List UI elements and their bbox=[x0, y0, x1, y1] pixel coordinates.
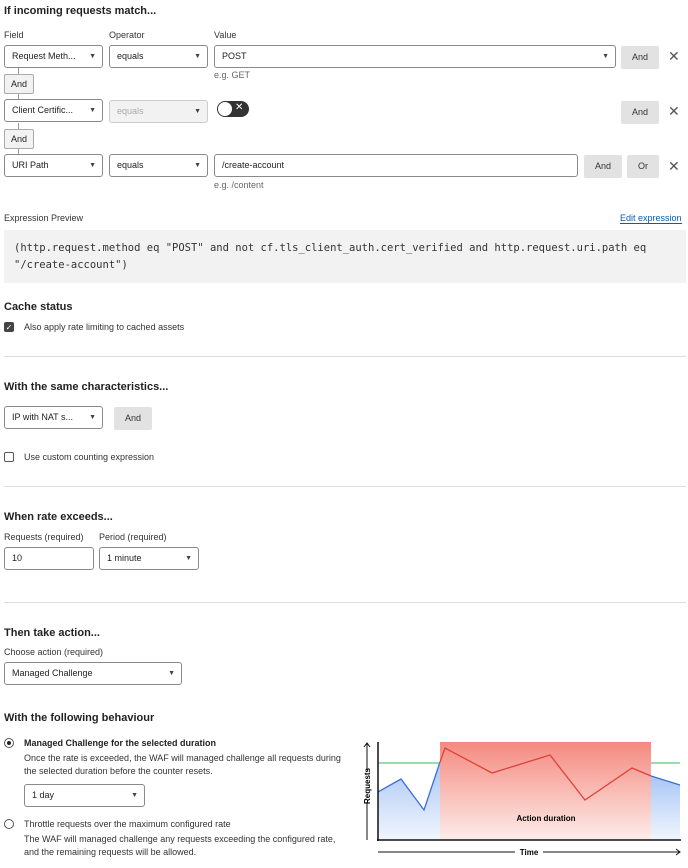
operator-select-3[interactable]: equals ▼ bbox=[109, 154, 208, 177]
duration-value: 1 day bbox=[32, 790, 55, 800]
toggle-knob bbox=[218, 102, 232, 116]
period-label: Period (required) bbox=[99, 532, 167, 542]
characteristic-and-button[interactable]: And bbox=[114, 407, 152, 430]
field-select-3[interactable]: URI Path ▼ bbox=[4, 154, 103, 177]
cache-checkbox-label: Also apply rate limiting to cached asset… bbox=[24, 322, 185, 332]
rate-title: When rate exceeds... bbox=[4, 511, 113, 523]
value-hint-1: e.g. GET bbox=[214, 70, 251, 80]
option2-desc: The WAF will managed challenge any reque… bbox=[24, 834, 336, 857]
toggle-off-icon: ✕ bbox=[235, 102, 244, 113]
remove-icon-1[interactable]: ✕ bbox=[668, 48, 680, 64]
period-value: 1 minute bbox=[107, 553, 142, 563]
value-select-1[interactable]: POST ▼ bbox=[214, 45, 616, 68]
value-header: Value bbox=[214, 30, 237, 40]
expression-preview: (http.request.method eq "POST" and not c… bbox=[4, 230, 686, 283]
action-duration-label: Action duration bbox=[516, 814, 575, 823]
caret-down-icon: ▼ bbox=[185, 555, 192, 562]
caret-down-icon: ▼ bbox=[168, 670, 175, 677]
field-value: Request Meth... bbox=[12, 51, 76, 61]
and-button-2[interactable]: And bbox=[621, 101, 659, 124]
duration-select[interactable]: 1 day ▼ bbox=[24, 784, 145, 807]
operator-select-2: equals ▼ bbox=[109, 100, 208, 123]
requests-input[interactable]: 10 bbox=[4, 547, 94, 570]
caret-down-icon: ▼ bbox=[602, 53, 609, 60]
caret-down-icon: ▼ bbox=[89, 162, 96, 169]
value-text: POST bbox=[222, 51, 247, 61]
caret-down-icon: ▼ bbox=[89, 53, 96, 60]
x-arrow-icon bbox=[675, 848, 681, 856]
cert-verified-toggle[interactable]: ✕ bbox=[217, 101, 249, 117]
operator-value: equals bbox=[117, 106, 144, 116]
y-arrow-icon bbox=[363, 742, 371, 748]
x-axis-label: Time bbox=[520, 848, 539, 857]
field-value: Client Certific... bbox=[12, 105, 74, 115]
action-value: Managed Challenge bbox=[12, 668, 93, 678]
or-button-3[interactable]: Or bbox=[627, 155, 659, 178]
operator-select-1[interactable]: equals ▼ bbox=[109, 45, 208, 68]
caret-down-icon: ▼ bbox=[194, 108, 201, 115]
remove-icon-2[interactable]: ✕ bbox=[668, 103, 680, 119]
caret-down-icon: ▼ bbox=[89, 107, 96, 114]
field-header: Field bbox=[4, 30, 24, 40]
action-requests-line bbox=[439, 747, 652, 801]
characteristic-select[interactable]: IP with NAT s... ▼ bbox=[4, 406, 103, 429]
duration-radio[interactable] bbox=[4, 738, 14, 748]
operator-value: equals bbox=[117, 51, 144, 61]
behaviour-title: With the following behaviour bbox=[4, 712, 155, 724]
requests-area bbox=[378, 762, 440, 840]
and-button-3[interactable]: And bbox=[584, 155, 622, 178]
field-select-2[interactable]: Client Certific... ▼ bbox=[4, 99, 103, 122]
option2-title: Throttle requests over the maximum confi… bbox=[24, 819, 231, 829]
value-input-3[interactable]: /create-account bbox=[214, 154, 578, 177]
requests-line-after bbox=[650, 775, 681, 786]
characteristics-title: With the same characteristics... bbox=[4, 381, 169, 393]
remove-icon-3[interactable]: ✕ bbox=[668, 158, 680, 174]
custom-counting-label: Use custom counting expression bbox=[24, 452, 155, 462]
field-value: URI Path bbox=[12, 160, 49, 170]
cache-checkbox[interactable]: ✓ bbox=[4, 322, 14, 332]
cache-title: Cache status bbox=[4, 301, 73, 313]
action-title: Then take action... bbox=[4, 627, 100, 639]
option1-title: Managed Challenge for the selected durat… bbox=[24, 738, 217, 748]
connector-and-1[interactable]: And bbox=[4, 74, 34, 94]
requests-label: Requests (required) bbox=[4, 532, 84, 542]
period-select[interactable]: 1 minute ▼ bbox=[99, 547, 199, 570]
action-select[interactable]: Managed Challenge ▼ bbox=[4, 662, 182, 685]
edit-expression-link[interactable]: Edit expression bbox=[620, 213, 682, 224]
characteristic-value: IP with NAT s... bbox=[12, 412, 74, 422]
requests-line bbox=[377, 761, 441, 812]
caret-down-icon: ▼ bbox=[131, 792, 138, 799]
choose-action-label: Choose action (required) bbox=[4, 647, 104, 657]
operator-value: equals bbox=[117, 160, 144, 170]
connector-and-2[interactable]: And bbox=[4, 129, 34, 149]
caret-down-icon: ▼ bbox=[194, 53, 201, 60]
value-hint-3: e.g. /content bbox=[214, 180, 264, 190]
field-select-1[interactable]: Request Meth... ▼ bbox=[4, 45, 103, 68]
option1-desc: Once the rate is exceeded, the WAF will … bbox=[24, 753, 341, 776]
caret-down-icon: ▼ bbox=[194, 162, 201, 169]
operator-header: Operator bbox=[109, 30, 145, 40]
requests-area-after bbox=[651, 776, 680, 840]
rate-limit-illustration: Requests Time Action duration bbox=[363, 742, 681, 857]
custom-counting-checkbox[interactable] bbox=[4, 452, 14, 462]
and-button-1[interactable]: And bbox=[621, 46, 659, 69]
action-duration-area bbox=[440, 742, 651, 840]
caret-down-icon: ▼ bbox=[89, 414, 96, 421]
match-title: If incoming requests match... bbox=[4, 5, 157, 17]
y-axis-label: Requests bbox=[363, 767, 372, 804]
throttle-radio[interactable] bbox=[4, 819, 14, 829]
expression-label: Expression Preview bbox=[4, 213, 84, 223]
